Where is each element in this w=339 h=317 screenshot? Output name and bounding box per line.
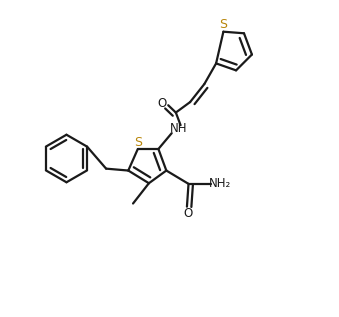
Text: O: O: [157, 97, 166, 111]
Text: S: S: [219, 18, 227, 31]
Text: S: S: [134, 135, 142, 149]
Text: NH₂: NH₂: [209, 177, 231, 190]
Text: O: O: [183, 207, 192, 220]
Text: NH: NH: [170, 122, 188, 135]
